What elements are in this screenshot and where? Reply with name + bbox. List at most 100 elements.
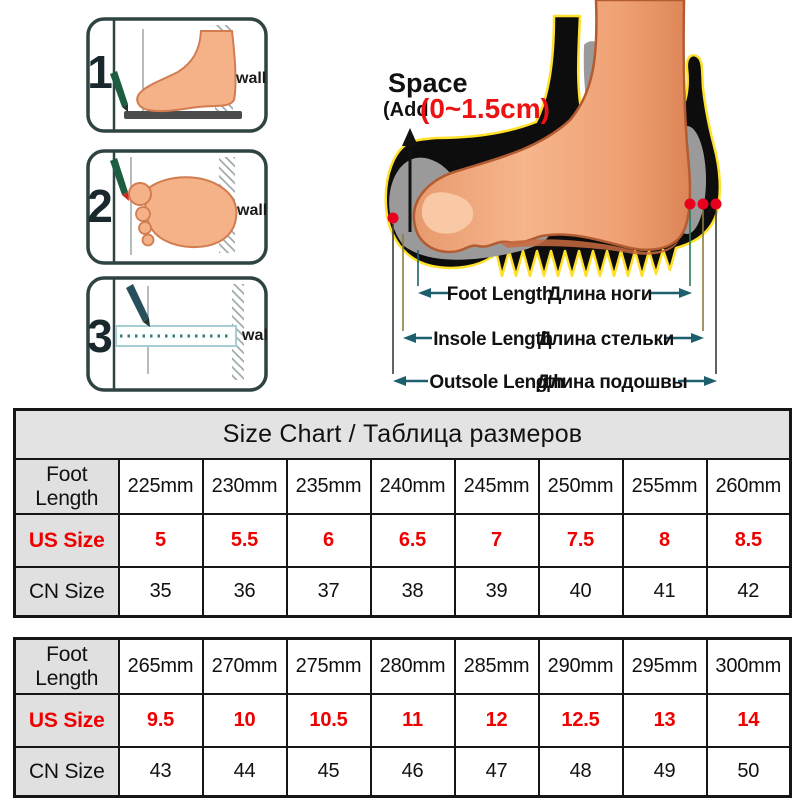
wall-label: wall <box>235 70 266 87</box>
foot-length-cell: 225mm <box>117 458 204 515</box>
add-prefix-label: (Add <box>383 99 429 121</box>
row-label-cn-size: CN Size <box>13 566 120 618</box>
foot-length-row: Foot Length 225mm 230mm 235mm 240mm 245mm 250… <box>13 458 792 515</box>
foot-length-cell: 265mm <box>117 637 204 695</box>
space-label: Space <box>388 68 468 98</box>
space-arrowhead <box>402 128 418 146</box>
step-number: 1 <box>87 46 113 98</box>
wall-hatch <box>232 284 244 380</box>
pencil-icon <box>110 158 128 195</box>
arrowhead-left <box>393 376 406 386</box>
insole-length-label-ru: Длина стельки <box>538 329 674 350</box>
cn-size-cell: 46 <box>369 746 456 798</box>
arrowhead-right <box>691 333 704 343</box>
marker-dot-outsole-back <box>710 198 722 210</box>
foot-length-cell: 285mm <box>453 637 540 695</box>
row-label-us-size: US Size <box>13 513 120 568</box>
big-toe <box>128 182 152 206</box>
cn-size-cell: 41 <box>621 566 708 618</box>
outsole-length-label-en: Outsole Length <box>429 372 564 393</box>
us-size-cell: 10.5 <box>285 693 372 748</box>
cn-size-cell: 48 <box>537 746 624 798</box>
foot-length-cell: 245mm <box>453 458 540 515</box>
toe-highlight <box>421 192 474 234</box>
us-size-cell: 13 <box>621 693 708 748</box>
marker-dot-insole-back <box>697 198 709 210</box>
toe <box>135 206 151 222</box>
cn-size-cell: 43 <box>117 746 204 798</box>
wall-label: wall <box>241 327 268 344</box>
cn-size-cell: 38 <box>369 566 456 618</box>
us-size-cell: 11 <box>369 693 456 748</box>
cn-size-cell: 49 <box>621 746 708 798</box>
foot-sole-shade <box>500 239 679 255</box>
cn-size-cell: 45 <box>285 746 372 798</box>
pencil-tip <box>143 318 150 327</box>
us-size-cell: 7.5 <box>537 513 624 568</box>
us-size-cell: 5.5 <box>201 513 288 568</box>
measuring-step-3-panel: 3 wall <box>86 276 268 392</box>
foot-length-cell: 235mm <box>285 458 372 515</box>
size-chart-title: Size Chart / Таблица размеров <box>13 408 792 460</box>
pencil-tip <box>122 104 128 112</box>
row-label-cn-size: CN Size <box>13 746 120 798</box>
us-size-cell: 12 <box>453 693 540 748</box>
row-label-foot-length: Foot Length <box>13 637 120 695</box>
cn-size-row: CN Size 43 44 45 46 47 48 49 50 <box>13 746 792 798</box>
marker-dot-outsole-front <box>387 212 399 224</box>
arrowhead-right <box>704 376 717 386</box>
foot-measurement-diagram: Space (Add (0~1.5cm) Foot Length Длина н… <box>383 0 722 393</box>
foot-length-cell: 275mm <box>285 637 372 695</box>
foot-side-illustration <box>136 30 237 113</box>
foot-length-cell: 250mm <box>537 458 624 515</box>
foot-length-cell: 230mm <box>201 458 288 515</box>
us-size-cell: 14 <box>705 693 792 748</box>
measuring-step-1-panel: 1 wall <box>86 17 268 133</box>
foot-length-label-ru: Длина ноги <box>548 284 652 305</box>
us-size-cell: 5 <box>117 513 204 568</box>
row-label-foot-length: Foot Length <box>13 458 120 515</box>
row-label-us-size: US Size <box>13 693 120 748</box>
toe <box>138 221 152 235</box>
size-chart-table-large-sizes: Foot Length 265mm 270mm 275mm 280mm 285mm 290… <box>13 637 792 798</box>
foot-length-label-en: Foot Length <box>447 284 553 305</box>
cn-size-cell: 44 <box>201 746 288 798</box>
cn-size-cell: 39 <box>453 566 540 618</box>
foot-length-cell: 240mm <box>369 458 456 515</box>
ruler <box>115 325 237 347</box>
cn-size-cell: 42 <box>705 566 792 618</box>
cn-size-cell: 40 <box>537 566 624 618</box>
cn-size-cell: 36 <box>201 566 288 618</box>
toe <box>141 233 155 247</box>
arrowhead-left <box>418 288 431 298</box>
us-size-cell: 12.5 <box>537 693 624 748</box>
foot-top-illustration <box>144 176 238 249</box>
foot-length-cell: 270mm <box>201 637 288 695</box>
cn-size-row: CN Size 35 36 37 38 39 40 41 42 <box>13 566 792 618</box>
cn-size-cell: 50 <box>705 746 792 798</box>
arrowhead-left <box>403 333 416 343</box>
marker-dot-foot-back <box>684 198 696 210</box>
pencil-icon <box>110 71 128 107</box>
foot-length-cell: 255mm <box>621 458 708 515</box>
us-size-row: US Size 9.5 10 10.5 11 12 12.5 13 14 <box>13 693 792 748</box>
outsole-length-label-ru: Длина подошвы <box>537 372 688 393</box>
foot-length-cell: 295mm <box>621 637 708 695</box>
us-size-cell: 8 <box>621 513 708 568</box>
foot-length-row: Foot Length 265mm 270mm 275mm 280mm 285mm 290… <box>13 637 792 695</box>
cn-size-cell: 47 <box>453 746 540 798</box>
foot-length-cell: 300mm <box>705 637 792 695</box>
measuring-step-2-panel: 2 wall <box>86 149 268 265</box>
step-number: 2 <box>87 180 113 232</box>
foot-length-cell: 260mm <box>705 458 792 515</box>
insole-length-label-en: Insole Length <box>433 329 553 350</box>
foot-length-cell: 280mm <box>369 637 456 695</box>
size-chart-title-row: Size Chart / Таблица размеров <box>13 408 792 460</box>
step-number: 3 <box>87 310 113 362</box>
us-size-cell: 7 <box>453 513 540 568</box>
floor-bar <box>124 111 242 119</box>
foot-length-cell: 290mm <box>537 637 624 695</box>
us-size-cell: 9.5 <box>117 693 204 748</box>
wall-label: wall <box>236 202 267 219</box>
us-size-cell: 8.5 <box>705 513 792 568</box>
